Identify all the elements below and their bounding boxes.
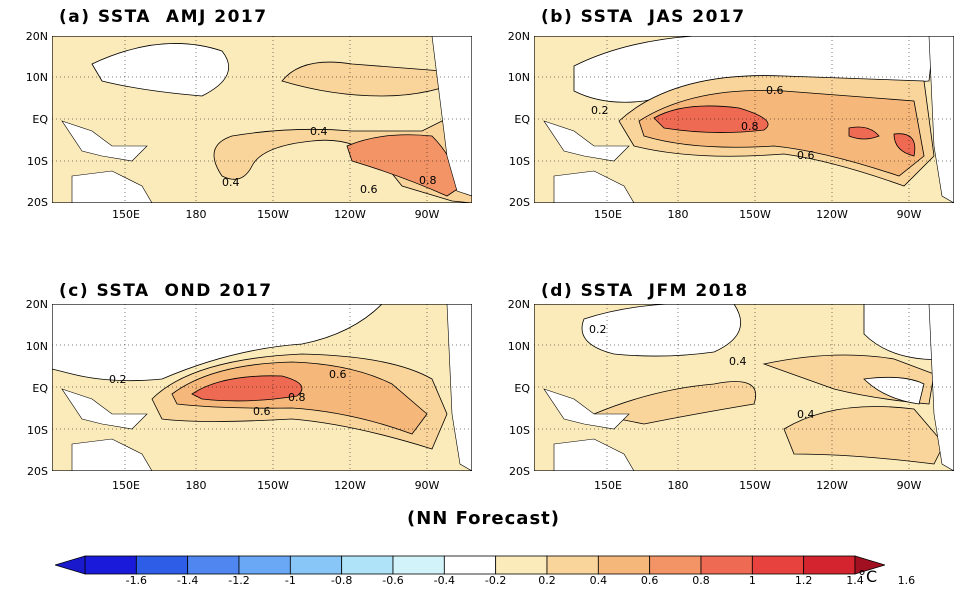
- lat-label: EQ: [32, 382, 48, 395]
- lat-label: 10S: [509, 155, 530, 168]
- colorbar-swatch: [649, 555, 702, 575]
- lat-label: 20S: [27, 196, 48, 209]
- panel-d-contour-label: 0.4: [729, 355, 747, 368]
- colorbar-tick-label: 0.2: [538, 574, 556, 587]
- lat-label: 10S: [27, 424, 48, 437]
- colorbar-unit: °C: [858, 567, 878, 586]
- lon-label: 150E: [594, 208, 622, 221]
- panel-d-contour-label: 0.2: [589, 323, 607, 336]
- panel-b-title: (b) SSTA JAS 2017: [541, 7, 746, 27]
- colorbar-swatch: [751, 555, 805, 575]
- panel-a-contour-label: 0.8: [419, 174, 437, 187]
- colorbar-tick-label: -0.2: [484, 574, 507, 587]
- colorbar-swatch: [597, 555, 651, 575]
- colorbar-tick-label: 1.6: [897, 574, 916, 587]
- colorbar-swatch: [84, 555, 137, 575]
- lon-label: 150W: [739, 479, 771, 492]
- lon-label: 90W: [414, 208, 440, 221]
- lon-label: 90W: [414, 479, 440, 492]
- panel-b-contour-label: 0.6: [766, 84, 784, 97]
- colorbar-tick-label: -1.2: [228, 574, 250, 587]
- panel-a-title: (a) SSTA AMJ 2017: [59, 7, 268, 27]
- panel-c-contour-label: 0.2: [109, 373, 127, 386]
- lon-label: 180: [185, 208, 207, 221]
- colorbar-tick-label: 1.2: [794, 574, 813, 587]
- lon-label: 90W: [896, 479, 922, 492]
- colorbar-tick-label: 0.4: [589, 574, 608, 587]
- colorbar-tick-label: -1.6: [125, 574, 148, 587]
- panel-b-contour-label: 0.8: [741, 120, 759, 133]
- colorbar-arrow-left: [55, 555, 86, 575]
- lon-label: 150E: [594, 479, 622, 492]
- panel-c-title: (c) SSTA OND 2017: [59, 281, 273, 301]
- panel-b-contour-label: 0.6: [797, 149, 815, 162]
- colorbar-swatch: [392, 555, 445, 575]
- panel-c-contour-label: 0.6: [329, 368, 347, 381]
- panel-d-map: 0.2 0.4 0.4: [534, 304, 954, 471]
- lat-label: 20S: [509, 465, 530, 478]
- panel-a-contour-label: 0.4: [222, 176, 240, 189]
- lon-label: 120W: [816, 208, 848, 221]
- panel-c-contour-label: 0.6: [253, 405, 271, 418]
- colorbar-tick-label: -1: [284, 574, 296, 587]
- lon-label: 150E: [112, 208, 140, 221]
- lon-label: 150E: [112, 479, 140, 492]
- lon-label: 150W: [739, 208, 771, 221]
- lat-label: 10S: [27, 155, 48, 168]
- lon-label: 180: [667, 479, 689, 492]
- colorbar-tick-label: -0.6: [382, 574, 404, 587]
- colorbar-tick-label: -0.4: [433, 574, 456, 587]
- panel-c-map: 0.2 0.6 0.8 0.6: [52, 304, 472, 471]
- colorbar-swatch: [700, 555, 753, 575]
- lat-label: 20N: [25, 30, 48, 43]
- colorbar: [55, 555, 885, 575]
- panel-b-contour-label: 0.2: [591, 104, 609, 117]
- figure-caption: (NN Forecast): [406, 508, 560, 529]
- panel-a-contour-label: 0.4: [310, 125, 328, 138]
- lat-label: EQ: [514, 113, 530, 126]
- panel-d-title: (d) SSTA JFM 2018: [541, 281, 749, 301]
- lat-label: 10N: [507, 340, 530, 353]
- lat-label: 10N: [25, 71, 48, 84]
- panel-a-contour-label: 0.6: [360, 183, 378, 196]
- lon-label: 180: [667, 208, 689, 221]
- colorbar-swatch: [187, 555, 240, 575]
- colorbar-swatch: [443, 555, 497, 575]
- panel-b-map: 0.2 0.6 0.8 0.6: [534, 36, 954, 203]
- panel-d-contour-label: 0.4: [797, 408, 815, 421]
- colorbar-arrow-right: [854, 555, 885, 575]
- lon-label: 120W: [334, 479, 366, 492]
- lat-label: 20S: [509, 196, 530, 209]
- lat-label: EQ: [32, 113, 48, 126]
- lon-label: 120W: [334, 208, 366, 221]
- panel-c-contour-label: 0.8: [288, 391, 306, 404]
- lon-label: 150W: [257, 479, 289, 492]
- panel-a-map: 0.4 0.4 0.6 0.8: [52, 36, 472, 203]
- lat-label: 10S: [509, 424, 530, 437]
- lat-label: 20N: [507, 298, 530, 311]
- lat-label: EQ: [514, 382, 530, 395]
- colorbar-swatch: [341, 555, 394, 575]
- colorbar-tick-label: 0.6: [640, 574, 659, 587]
- lat-label: 10N: [25, 340, 48, 353]
- colorbar-tick-label: 0.8: [692, 574, 710, 587]
- colorbar-swatch: [495, 555, 548, 575]
- lon-label: 120W: [816, 479, 848, 492]
- lat-label: 10N: [507, 71, 530, 84]
- colorbar-swatch: [546, 555, 599, 575]
- colorbar-swatch: [238, 555, 291, 575]
- lat-label: 20N: [25, 298, 48, 311]
- lon-label: 180: [185, 479, 207, 492]
- colorbar-tick-label: -1.4: [176, 574, 199, 587]
- colorbar-swatch: [803, 555, 856, 575]
- colorbar-swatch: [289, 555, 343, 575]
- colorbar-swatch: [135, 555, 189, 575]
- lon-label: 150W: [257, 208, 289, 221]
- colorbar-tick-label: -0.8: [330, 574, 353, 587]
- colorbar-tick-label: 1.4: [846, 574, 864, 587]
- lon-label: 90W: [896, 208, 922, 221]
- lat-label: 20S: [27, 465, 48, 478]
- colorbar-tick-label: 1: [748, 574, 756, 587]
- lat-label: 20N: [507, 30, 530, 43]
